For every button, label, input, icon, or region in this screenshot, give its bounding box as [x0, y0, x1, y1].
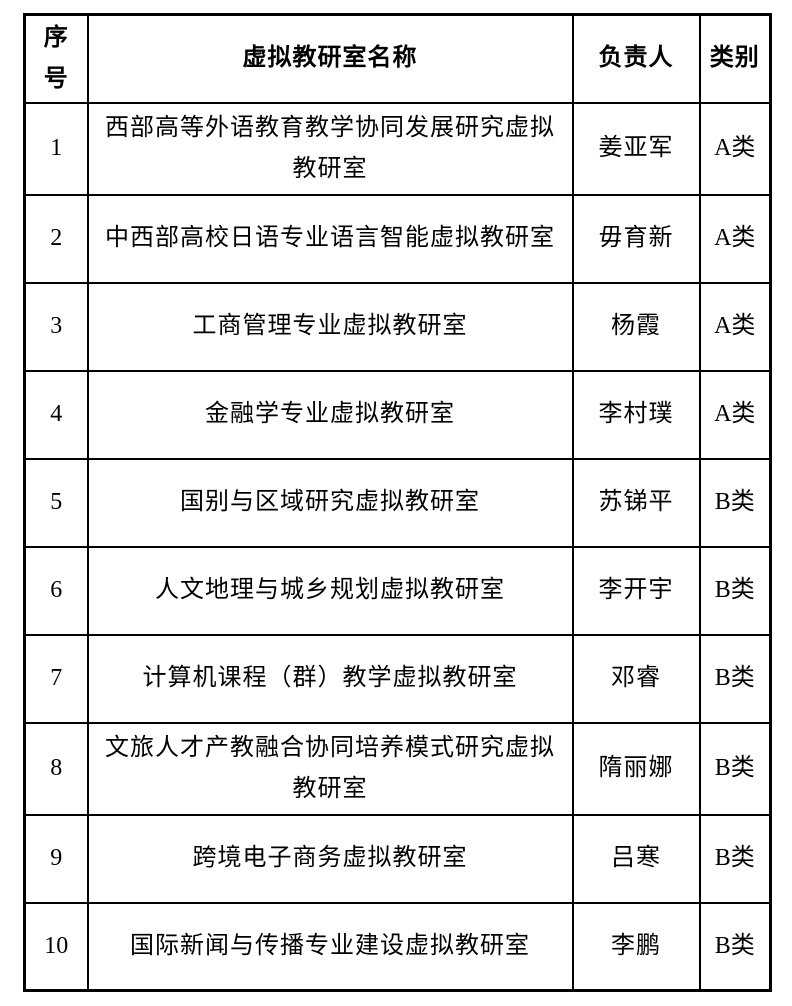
- row-name: 计算机课程（群）教学虚拟教研室: [86, 633, 574, 724]
- row-seq: 4: [23, 369, 89, 460]
- row-seq: 6: [23, 545, 89, 636]
- header-seq: 序号: [23, 13, 89, 104]
- row-name: 文旅人才产教融合协同培养模式研究虚拟教研室: [86, 721, 574, 816]
- row-leader: 隋丽娜: [571, 721, 701, 816]
- header-leader: 负责人: [571, 13, 701, 104]
- row-seq: 8: [23, 721, 89, 816]
- row-category: B类: [698, 813, 772, 904]
- row-leader: 吕寒: [571, 813, 701, 904]
- row-name: 国别与区域研究虚拟教研室: [86, 457, 574, 548]
- row-category: A类: [698, 101, 772, 196]
- table-row: 9 跨境电子商务虚拟教研室 吕寒 B类: [23, 813, 772, 904]
- row-category: B类: [698, 721, 772, 816]
- row-name: 西部高等外语教育教学协同发展研究虚拟教研室: [86, 101, 574, 196]
- table-row: 1 西部高等外语教育教学协同发展研究虚拟教研室 姜亚军 A类: [23, 101, 772, 196]
- row-name: 人文地理与城乡规划虚拟教研室: [86, 545, 574, 636]
- row-leader: 苏锑平: [571, 457, 701, 548]
- row-leader: 邓睿: [571, 633, 701, 724]
- row-category: A类: [698, 369, 772, 460]
- table-row: 10 国际新闻与传播专业建设虚拟教研室 李鹏 B类: [23, 901, 772, 992]
- table-row: 6 人文地理与城乡规划虚拟教研室 李开宇 B类: [23, 545, 772, 636]
- table-row: 4 金融学专业虚拟教研室 李村璞 A类: [23, 369, 772, 460]
- row-leader: 李村璞: [571, 369, 701, 460]
- table-row: 7 计算机课程（群）教学虚拟教研室 邓睿 B类: [23, 633, 772, 724]
- table-row: 8 文旅人才产教融合协同培养模式研究虚拟教研室 隋丽娜 B类: [23, 721, 772, 816]
- header-category: 类别: [698, 13, 772, 104]
- row-seq: 7: [23, 633, 89, 724]
- row-category: A类: [698, 193, 772, 284]
- row-category: B类: [698, 457, 772, 548]
- virtual-teaching-office-table: 序号 虚拟教研室名称 负责人 类别 1 西部高等外语教育教学协同发展研究虚拟教研…: [23, 13, 772, 993]
- table-header-row: 序号 虚拟教研室名称 负责人 类别: [23, 13, 772, 104]
- row-seq: 10: [23, 901, 89, 992]
- row-leader: 杨霞: [571, 281, 701, 372]
- row-seq: 3: [23, 281, 89, 372]
- row-leader: 李开宇: [571, 545, 701, 636]
- row-leader: 毋育新: [571, 193, 701, 284]
- row-leader: 姜亚军: [571, 101, 701, 196]
- row-seq: 1: [23, 101, 89, 196]
- table-row: 5 国别与区域研究虚拟教研室 苏锑平 B类: [23, 457, 772, 548]
- row-category: B类: [698, 633, 772, 724]
- row-name: 跨境电子商务虚拟教研室: [86, 813, 574, 904]
- row-category: B类: [698, 545, 772, 636]
- row-category: B类: [698, 901, 772, 992]
- row-name: 中西部高校日语专业语言智能虚拟教研室: [86, 193, 574, 284]
- row-name: 金融学专业虚拟教研室: [86, 369, 574, 460]
- row-seq: 5: [23, 457, 89, 548]
- table-row: 3 工商管理专业虚拟教研室 杨霞 A类: [23, 281, 772, 372]
- row-seq: 9: [23, 813, 89, 904]
- header-name: 虚拟教研室名称: [86, 13, 574, 104]
- row-seq: 2: [23, 193, 89, 284]
- row-name: 国际新闻与传播专业建设虚拟教研室: [86, 901, 574, 992]
- table-row: 2 中西部高校日语专业语言智能虚拟教研室 毋育新 A类: [23, 193, 772, 284]
- row-category: A类: [698, 281, 772, 372]
- row-name: 工商管理专业虚拟教研室: [86, 281, 574, 372]
- row-leader: 李鹏: [571, 901, 701, 992]
